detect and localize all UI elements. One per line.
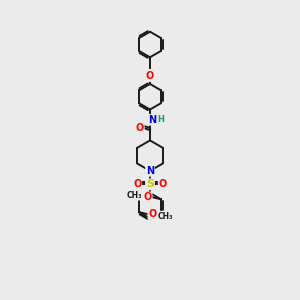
Text: N: N bbox=[146, 166, 154, 176]
Text: CH₃: CH₃ bbox=[127, 191, 142, 200]
Text: O: O bbox=[143, 192, 152, 203]
Text: O: O bbox=[136, 123, 144, 133]
Text: CH₃: CH₃ bbox=[158, 212, 173, 220]
Text: N: N bbox=[148, 115, 156, 125]
Text: H: H bbox=[158, 115, 164, 124]
Text: O: O bbox=[148, 209, 157, 219]
Text: O: O bbox=[133, 179, 141, 189]
Text: O: O bbox=[146, 71, 154, 81]
Text: O: O bbox=[159, 179, 167, 189]
Text: S: S bbox=[146, 179, 154, 189]
